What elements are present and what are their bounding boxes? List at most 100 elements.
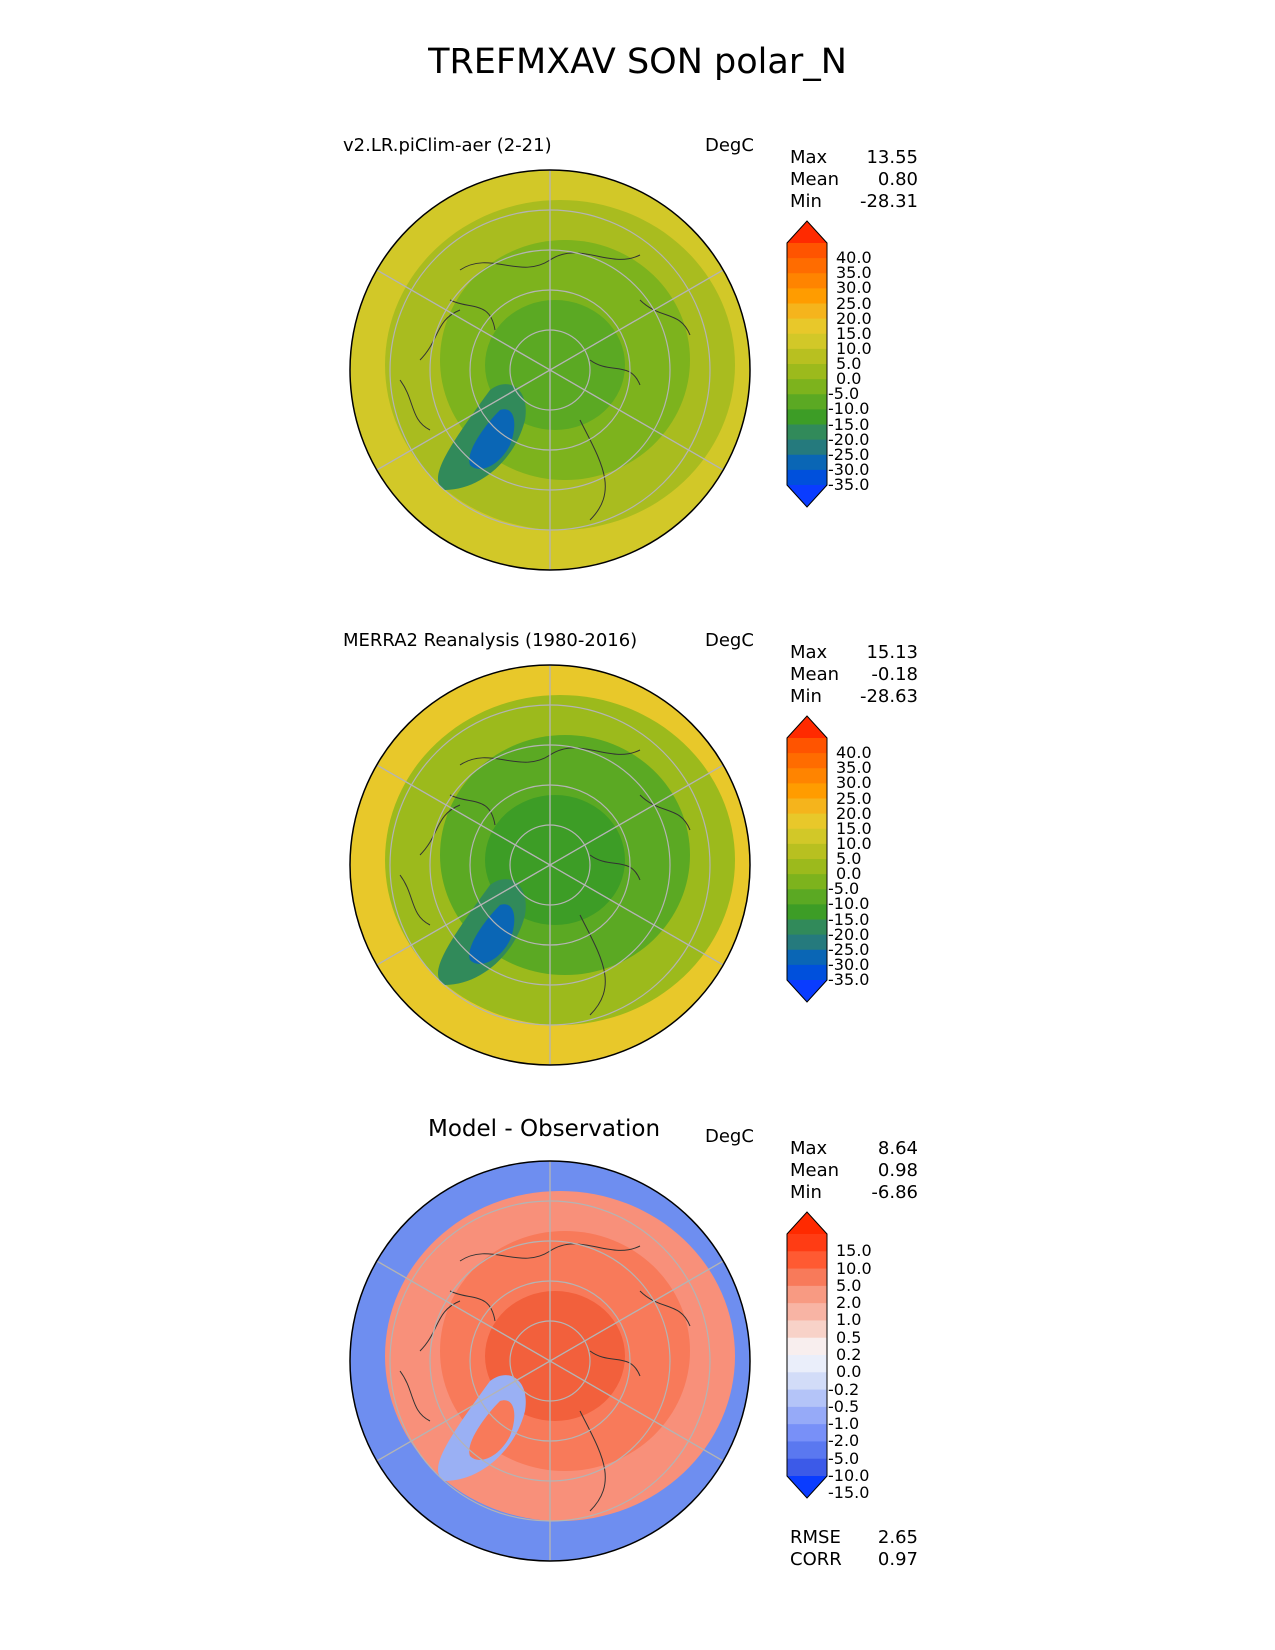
colorbar — [786, 1211, 828, 1499]
colorbar-segment — [787, 273, 827, 289]
colorbar-segment — [787, 1268, 827, 1287]
polar-map — [349, 664, 751, 1066]
colorbar-tick-label: 0.0 — [836, 1362, 862, 1382]
colorbar-segment — [787, 318, 827, 335]
stat-label: Mean — [790, 664, 840, 685]
colorbar-tick-label: -25.0 — [828, 444, 870, 464]
stat-label: Max — [790, 147, 828, 168]
colorbar-tick-label: -15.0 — [828, 414, 870, 434]
stat-label: Min — [790, 191, 822, 212]
longitude-line — [376, 764, 551, 866]
greenland-core — [469, 409, 515, 469]
colorbar-tick-label: 30.0 — [836, 278, 872, 298]
colorbar-tick-label: -25.0 — [828, 939, 870, 959]
colorbar-segment — [787, 1355, 827, 1373]
stat-value: -0.18 — [871, 664, 918, 685]
colorbar-tick-label: 15.0 — [836, 818, 872, 838]
colorbar-segment — [787, 1320, 827, 1339]
longitude-line — [376, 864, 551, 966]
colorbar-segment — [787, 813, 827, 830]
colorbar-tick-label: -1.0 — [828, 1414, 860, 1434]
panel-title: v2.LR.piClim-aer (2-21) — [343, 135, 552, 156]
colorbar-segment — [787, 258, 827, 274]
polar-map — [349, 169, 751, 571]
colorbar — [786, 715, 828, 1003]
colorbar-segment — [787, 1234, 827, 1252]
colorbar-tick-label: -5.0 — [828, 384, 860, 404]
colorbar-segment — [787, 1285, 827, 1304]
colorbar — [786, 220, 828, 508]
stat-label: Mean — [790, 169, 840, 190]
colorbar-tick-label: -2.0 — [828, 1431, 860, 1451]
colorbar-segment — [787, 904, 827, 920]
colorbar-tick-label: -30.0 — [828, 459, 870, 479]
colorbar-segment — [787, 1372, 827, 1391]
colorbar-tick-label: -35.0 — [828, 475, 870, 494]
colorbar-segment — [787, 1458, 827, 1477]
colorbar-tick-label: 0.2 — [836, 1345, 862, 1364]
colorbar-tick-label: -0.2 — [828, 1379, 860, 1399]
colorbar-segment — [787, 843, 827, 860]
colorbar-tick-label: 10.0 — [836, 338, 872, 358]
metrics-box: RMSE 2.65 CORR 0.97 — [790, 1527, 918, 1571]
polar-map — [349, 1160, 751, 1562]
colorbar-extend-max — [787, 716, 827, 738]
panel-title: Model - Observation — [428, 1116, 661, 1142]
stat-value: 13.55 — [866, 147, 918, 168]
stat-value: 0.98 — [877, 1160, 918, 1181]
map-boundary — [349, 1160, 751, 1562]
colorbar-tick-label: 2.0 — [836, 1293, 862, 1313]
colorbar-tick-label: 15.0 — [836, 1241, 872, 1261]
stat-value: -28.63 — [859, 686, 918, 707]
colorbar-segment — [787, 798, 827, 815]
colorbar-extend-min — [787, 1476, 827, 1498]
colorbar-segment — [787, 1406, 827, 1425]
longitude-line — [549, 1260, 724, 1362]
colorbar-tick-label: 35.0 — [836, 758, 872, 778]
colorbar-tick-label: 5.0 — [836, 354, 862, 373]
colorbar-extend-max — [787, 1212, 827, 1234]
colorbar-tick-label: 35.0 — [836, 263, 872, 283]
greenland-core — [469, 904, 515, 964]
stat-label: Mean — [790, 1160, 840, 1181]
colorbar-outline — [786, 715, 828, 1003]
metric-label: RMSE — [790, 1527, 841, 1548]
colorbar-segment — [787, 424, 827, 441]
colorbar-segment — [787, 768, 827, 784]
colorbar-tick-label: -15.0 — [828, 1483, 870, 1503]
map-boundary — [349, 169, 751, 571]
colorbar-segment — [787, 379, 827, 395]
stat-value: 8.64 — [877, 1138, 918, 1159]
colorbar-tick-label: -20.0 — [828, 924, 870, 944]
stats-box: Max 13.55 Mean 0.80 Min -28.31 — [790, 147, 918, 213]
colorbar-segment — [787, 1441, 827, 1460]
colorbar-tick-label: 25.0 — [836, 788, 872, 808]
colorbar-tick-label: 15.0 — [836, 323, 872, 343]
longitude-line — [376, 369, 551, 471]
longitude-line — [376, 1260, 551, 1362]
longitude-line — [549, 764, 724, 866]
greenland-core — [469, 1400, 515, 1460]
stats-box: Max 15.13 Mean -0.18 Min -28.63 — [790, 642, 918, 708]
colorbar-tick-label: -20.0 — [828, 429, 870, 449]
longitude-line — [376, 1360, 551, 1462]
colorbar-tick-label: 5.0 — [836, 849, 862, 868]
colorbar-segment — [787, 828, 827, 845]
colorbar-outline — [786, 220, 828, 508]
colorbar-tick-label: 20.0 — [836, 308, 872, 328]
stat-label: Max — [790, 1138, 828, 1159]
units-label: DegC — [705, 135, 754, 156]
colorbar-extend-max — [787, 221, 827, 243]
colorbar-segment — [787, 949, 827, 966]
units-label: DegC — [705, 630, 754, 651]
colorbar-segment — [787, 1424, 827, 1442]
colorbar-segment — [787, 919, 827, 936]
colorbar-tick-label: 10.0 — [836, 1258, 872, 1278]
colorbar-outline — [786, 1211, 828, 1499]
units-label: DegC — [705, 1126, 754, 1147]
colorbar-segment — [787, 874, 827, 890]
stat-label: Min — [790, 686, 822, 707]
colorbar-segment — [787, 364, 827, 380]
stat-value: 15.13 — [866, 642, 918, 663]
panel-obs: MERRA2 Reanalysis (1980-2016) DegC Max 15… — [0, 630, 1275, 1110]
